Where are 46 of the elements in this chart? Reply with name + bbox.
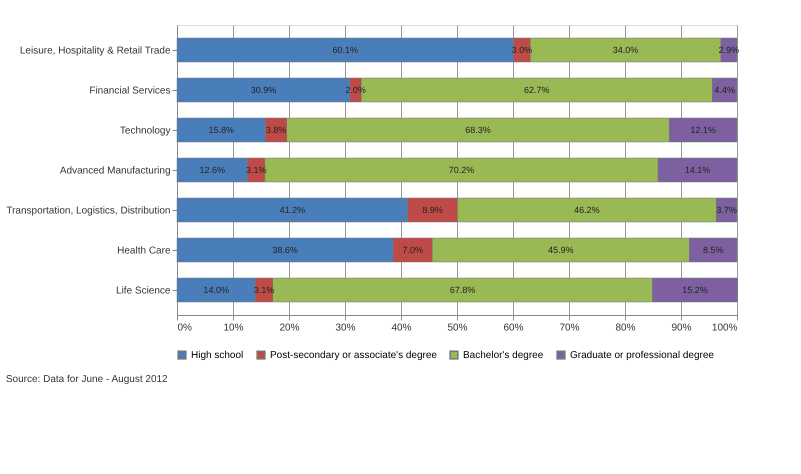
data-label: 30.9% bbox=[250, 85, 276, 95]
legend-label: Post-secondary or associate's degree bbox=[270, 350, 438, 362]
x-tick-label: 10% bbox=[223, 322, 244, 334]
y-tick-label: Advanced Manufacturing bbox=[60, 166, 170, 176]
data-label: 8.9% bbox=[422, 205, 443, 215]
data-label: 62.7% bbox=[524, 85, 550, 95]
x-tick-label: 90% bbox=[671, 322, 692, 334]
data-label: 12.6% bbox=[200, 165, 226, 175]
x-tick-label: 50% bbox=[447, 322, 468, 334]
x-tick-label: 80% bbox=[615, 322, 636, 334]
data-label: 67.8% bbox=[450, 285, 476, 295]
x-tick-label: 20% bbox=[279, 322, 300, 334]
x-tick-label: 70% bbox=[559, 322, 580, 334]
x-tick-label: 0% bbox=[178, 322, 192, 334]
data-label: 60.1% bbox=[332, 45, 358, 55]
x-tick-label: 60% bbox=[503, 322, 524, 334]
y-tick-label: Transportation, Logistics, Distribution bbox=[6, 206, 170, 216]
data-label: 8.5% bbox=[702, 245, 724, 255]
data-label: 46.2% bbox=[574, 205, 600, 215]
legend-label: Graduate or professional degree bbox=[570, 350, 714, 362]
x-tick-label: 30% bbox=[335, 322, 356, 334]
data-label: 4.4% bbox=[714, 85, 735, 95]
source-note: Source: Data for June - August 2012 bbox=[6, 374, 168, 385]
y-tick-label: Financial Services bbox=[89, 86, 170, 96]
data-label: 68.3% bbox=[465, 125, 491, 135]
x-tick-label: 40% bbox=[391, 322, 412, 334]
x-tick-label: 100% bbox=[712, 322, 738, 334]
data-label: 14.1% bbox=[684, 165, 710, 175]
data-label: 7.0% bbox=[402, 245, 424, 255]
legend-label: High school bbox=[191, 350, 244, 362]
data-label: 41.2% bbox=[280, 205, 306, 215]
data-label: 14.0% bbox=[203, 285, 229, 295]
data-label: 15.8% bbox=[208, 125, 234, 135]
data-label: 15.2% bbox=[682, 285, 708, 295]
data-label: 34.0% bbox=[612, 45, 638, 55]
data-label: 3.7% bbox=[716, 205, 737, 215]
data-label: 45.9% bbox=[548, 245, 574, 255]
data-label: 12.1% bbox=[690, 125, 716, 135]
data-label: 38.6% bbox=[272, 245, 298, 255]
y-tick-label: Technology bbox=[120, 126, 170, 136]
legend-label: Bachelor's degree bbox=[463, 350, 544, 362]
y-tick-label: Leisure, Hospitality & Retail Trade bbox=[20, 46, 171, 56]
data-label: 3.8% bbox=[266, 125, 286, 135]
y-tick-label: Life Science bbox=[116, 286, 171, 296]
y-tick-label: Health Care bbox=[117, 246, 171, 256]
data-label: 70.2% bbox=[448, 165, 474, 175]
